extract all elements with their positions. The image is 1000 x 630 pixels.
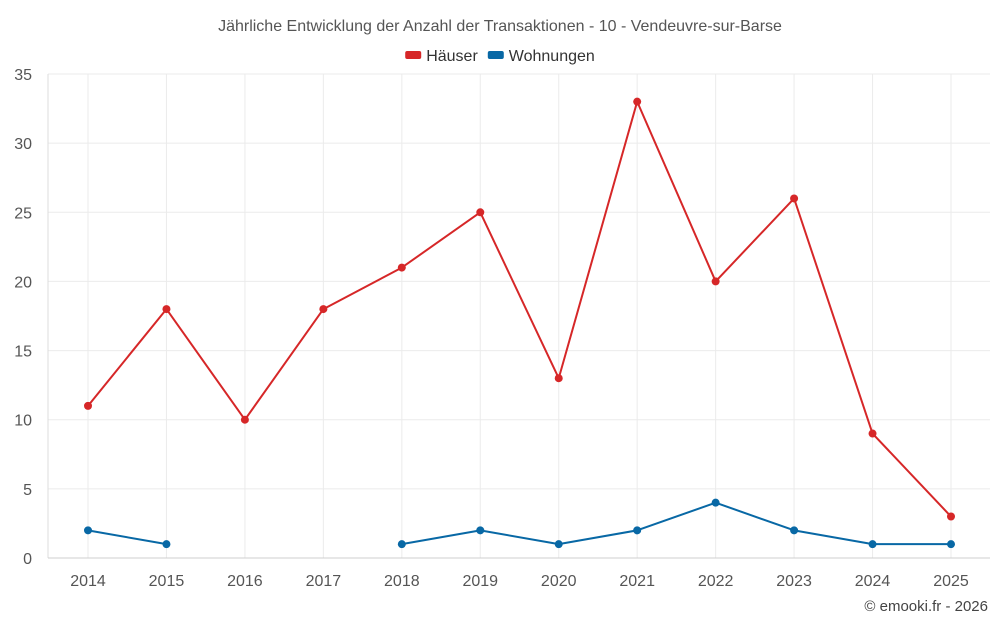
data-point[interactable] [633, 97, 642, 106]
legend-label: Häuser [426, 48, 478, 65]
data-point[interactable] [633, 526, 642, 535]
y-tick-label: 5 [23, 482, 32, 499]
data-point[interactable] [868, 540, 877, 549]
x-tick-label: 2022 [698, 573, 734, 590]
legend-swatch [405, 51, 422, 59]
legend-swatch [487, 51, 504, 59]
x-tick-label: 2014 [70, 573, 106, 590]
data-point[interactable] [711, 277, 720, 286]
data-point[interactable] [554, 374, 563, 383]
series-line [87, 100, 952, 518]
data-point[interactable] [162, 305, 171, 314]
data-point[interactable] [476, 526, 485, 535]
credit: © emooki.fr - 2026 [864, 598, 988, 615]
x-tick-label: 2019 [462, 573, 498, 590]
data-point[interactable] [711, 498, 720, 507]
series-haeuser [84, 97, 955, 521]
y-tick-label: 0 [23, 551, 32, 568]
x-tick-label: 2020 [541, 573, 577, 590]
data-point[interactable] [84, 526, 92, 535]
legend-item[interactable]: Wohnungen [487, 48, 595, 65]
y-tick-label: 20 [14, 274, 32, 291]
data-point[interactable] [554, 540, 563, 549]
legend[interactable]: Häuser Wohnungen [405, 48, 595, 65]
data-point[interactable] [162, 540, 171, 549]
series-line [87, 529, 167, 546]
y-tick-label: 15 [14, 344, 32, 361]
data-point[interactable] [790, 194, 799, 203]
x-tick-label: 2024 [855, 573, 891, 590]
data-point[interactable] [476, 208, 485, 217]
legend-item[interactable]: Häuser [405, 48, 478, 65]
x-tick-label: 2015 [149, 573, 185, 590]
data-point[interactable] [868, 429, 877, 438]
x-tick-label: 2021 [619, 573, 655, 590]
x-tick-label: 2016 [227, 573, 263, 590]
data-point[interactable] [84, 401, 92, 410]
data-point[interactable] [240, 415, 249, 424]
data-point[interactable] [397, 540, 406, 549]
data-point[interactable] [947, 512, 955, 521]
x-tick-label: 2017 [306, 573, 342, 590]
x-tick-label: 2025 [933, 573, 969, 590]
series [84, 97, 955, 549]
y-tick-label: 35 [14, 67, 32, 84]
series-line [401, 501, 951, 546]
chart-title: Jährliche Entwicklung der Anzahl der Tra… [218, 18, 782, 35]
legend-label: Wohnungen [509, 48, 595, 65]
data-point[interactable] [947, 540, 955, 549]
x-tick-label: 2018 [384, 573, 420, 590]
y-tick-label: 10 [14, 413, 32, 430]
y-tick-label: 30 [14, 136, 32, 153]
data-point[interactable] [397, 263, 406, 272]
grid [48, 73, 990, 558]
data-point[interactable] [790, 526, 799, 535]
y-tick-label: 25 [14, 205, 32, 222]
series-wohnungen [84, 498, 955, 549]
x-tick-label: 2023 [776, 573, 812, 590]
data-point[interactable] [319, 305, 328, 314]
